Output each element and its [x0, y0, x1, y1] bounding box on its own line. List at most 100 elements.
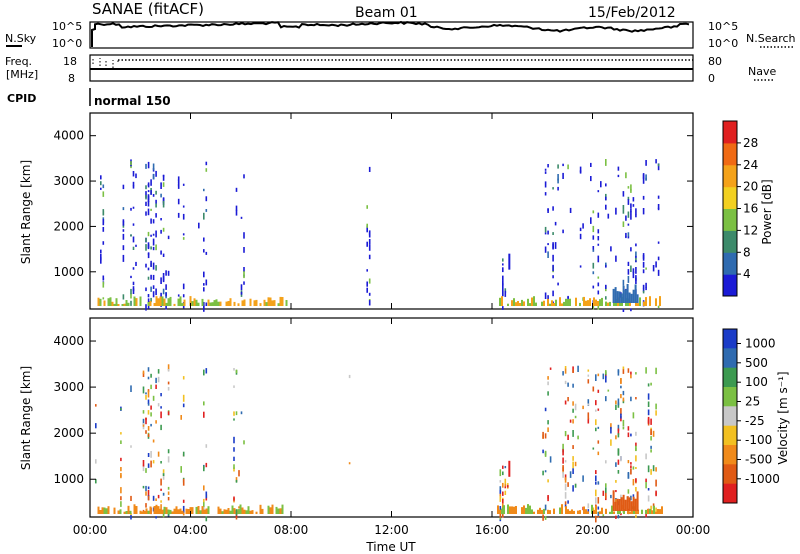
echo-cell — [620, 456, 622, 462]
echo-cell — [609, 511, 611, 514]
echo-cell — [597, 304, 600, 310]
echo-cell — [587, 403, 590, 406]
sky-tick-left-bottom: 10^0 — [52, 37, 82, 50]
echo-cell — [634, 284, 637, 303]
echo-cell — [147, 161, 150, 169]
echo-cell — [119, 509, 122, 514]
echo-cell — [567, 434, 569, 440]
colorbar-tick-label: 100 — [745, 375, 768, 389]
echo-cell — [173, 508, 176, 514]
echo-cell — [147, 208, 150, 216]
echo-cell — [132, 206, 135, 209]
echo-cell — [613, 511, 615, 514]
echo-cell — [553, 303, 555, 306]
echo-cell — [569, 298, 571, 306]
echo-cell — [557, 186, 559, 191]
echo-cell — [525, 507, 527, 514]
echo-cell — [160, 411, 162, 419]
echo-cell — [181, 303, 184, 306]
echo-cell — [150, 412, 152, 417]
echo-cell — [123, 303, 126, 306]
echo-cell — [263, 299, 266, 306]
echo-cell — [102, 297, 105, 300]
echo-cell — [544, 181, 547, 188]
echo-cell — [281, 504, 284, 514]
echo-cell — [574, 484, 577, 488]
echo-cell — [657, 163, 660, 171]
echo-cell — [630, 495, 632, 501]
nave-tick-bottom: 0 — [708, 72, 715, 85]
echo-cell — [366, 281, 368, 287]
echo-cell — [132, 185, 135, 189]
echo-cell — [217, 506, 220, 514]
echo-cell — [203, 411, 205, 418]
echo-cell — [595, 497, 597, 504]
echo-cell — [235, 209, 238, 216]
echo-cell — [368, 232, 371, 238]
echo-cell — [655, 403, 657, 410]
echo-cell — [569, 419, 572, 423]
echo-cell — [271, 300, 274, 306]
echo-cell — [579, 265, 582, 268]
echo-cell — [152, 194, 155, 197]
echo-cell — [504, 288, 507, 294]
echo-cell — [233, 496, 235, 501]
echo-cell — [563, 301, 565, 306]
echo-cell — [517, 301, 519, 306]
echo-cell — [130, 515, 132, 520]
echo-cell — [562, 163, 564, 167]
echo-cell — [205, 251, 208, 255]
echo-cell — [167, 364, 170, 371]
echo-cell — [605, 262, 607, 268]
echo-cell — [593, 297, 595, 306]
echo-cell — [113, 507, 116, 514]
echo-cell — [145, 263, 147, 268]
echo-cell — [597, 255, 600, 263]
echo-cell — [607, 213, 610, 219]
echo-cell — [125, 300, 128, 306]
echo-cell — [622, 279, 625, 286]
echo-cell — [610, 426, 612, 434]
echo-cell — [223, 509, 226, 514]
echo-cell — [147, 490, 150, 497]
echo-cell — [587, 417, 590, 424]
echo-cell — [535, 302, 537, 306]
echo-cell — [123, 511, 126, 514]
echo-cell — [150, 260, 152, 267]
echo-cell — [627, 211, 630, 218]
echo-cell — [155, 504, 158, 514]
echo-cell — [197, 302, 200, 306]
echo-cell — [562, 471, 564, 478]
echo-cell — [502, 283, 504, 290]
echo-cell — [544, 246, 547, 253]
echo-cell — [127, 302, 130, 306]
echo-cell — [501, 508, 503, 514]
echo-cell — [544, 292, 547, 299]
echo-cell — [155, 230, 157, 238]
echo-cell — [265, 302, 268, 306]
echo-cell — [562, 443, 564, 450]
echo-cell — [120, 496, 122, 501]
echo-cell — [102, 275, 105, 280]
echo-cell — [225, 301, 228, 306]
echo-cell — [107, 298, 110, 306]
echo-cell — [105, 508, 108, 514]
echo-cell — [628, 292, 631, 303]
echo-cell — [205, 302, 208, 306]
echo-cell — [213, 300, 216, 306]
echo-cell — [597, 481, 600, 485]
echo-cell — [597, 451, 600, 456]
echo-cell — [515, 506, 517, 514]
echo-cell — [152, 163, 155, 171]
sky-panel: N.Sky 10^5 10^0 10^5 10^0 N.Search — [5, 20, 796, 50]
echo-cell — [597, 389, 600, 393]
echo-cell — [597, 282, 600, 287]
echo-cell — [160, 504, 162, 511]
echo-cell — [165, 302, 168, 306]
echo-cell — [255, 511, 258, 514]
velocity-yticks: 1000 2000 3000 4000 — [53, 334, 693, 486]
colorbar-swatch — [723, 445, 737, 465]
echo-cell — [655, 261, 657, 268]
echo-cell — [547, 295, 549, 302]
echo-cell — [122, 229, 125, 232]
